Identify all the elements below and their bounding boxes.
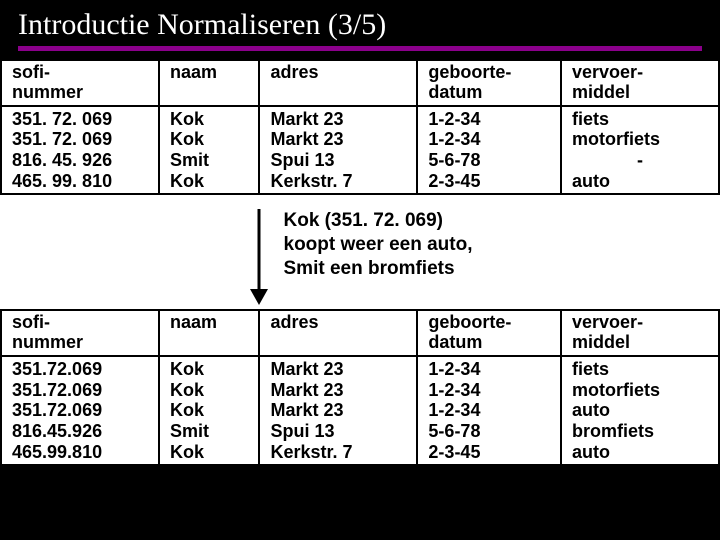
cell-verv: motorfiets [561, 129, 719, 150]
header-sofi-l1: sofi- [12, 62, 50, 82]
cell-adres: Spui 13 [259, 150, 417, 171]
header-sofi-l2: nummer [12, 332, 83, 352]
header-verv-l1: vervoer- [572, 62, 643, 82]
cell-sofi: 351.72.069 [1, 356, 159, 380]
table-before: sofi- nummer naam adres geboorte- datum … [0, 59, 720, 195]
cell-geb: 1-2-34 [417, 400, 561, 421]
table-before-body: 351. 72. 069 Kok Markt 23 1-2-34 fiets 3… [1, 106, 719, 195]
table-row: 465.99.810 Kok Kerkstr. 7 2-3-45 auto [1, 442, 719, 466]
cell-sofi: 351.72.069 [1, 380, 159, 401]
caption-line1: Kok (351. 72. 069) [284, 210, 443, 231]
cell-verv: auto [561, 442, 719, 466]
cell-geb: 2-3-45 [417, 442, 561, 466]
cell-naam: Kok [159, 171, 260, 195]
cell-adres: Spui 13 [259, 421, 417, 442]
cell-verv: bromfiets [561, 421, 719, 442]
table-after-body: 351.72.069 Kok Markt 23 1-2-34 fiets 351… [1, 356, 719, 465]
header-naam: naam [159, 310, 260, 356]
title-area: Introductie Normaliseren (3/5) [0, 0, 720, 46]
cell-verv: auto [561, 171, 719, 195]
cell-verv: auto [561, 400, 719, 421]
cell-adres: Kerkstr. 7 [259, 442, 417, 466]
header-adres: adres [259, 60, 417, 106]
transition-area: Kok (351. 72. 069) koopt weer een auto, … [0, 195, 720, 309]
page-title: Introductie Normaliseren (3/5) [18, 8, 702, 42]
table-row: 351. 72. 069 Kok Markt 23 1-2-34 motorfi… [1, 129, 719, 150]
table-row: 816.45.926 Smit Spui 13 5-6-78 bromfiets [1, 421, 719, 442]
cell-verv: fiets [561, 356, 719, 380]
cell-geb: 2-3-45 [417, 171, 561, 195]
header-sofi: sofi- nummer [1, 60, 159, 106]
cell-sofi: 816. 45. 926 [1, 150, 159, 171]
caption-line3: Smit een bromfiets [284, 258, 455, 279]
cell-naam: Kok [159, 129, 260, 150]
caption-line2: koopt weer een auto, [284, 234, 473, 255]
cell-sofi: 465.99.810 [1, 442, 159, 466]
header-sofi: sofi- nummer [1, 310, 159, 356]
cell-naam: Kok [159, 380, 260, 401]
table-row: 351.72.069 Kok Markt 23 1-2-34 auto [1, 400, 719, 421]
header-verv-l2: middel [572, 332, 630, 352]
title-underline [18, 46, 702, 51]
header-vervoer: vervoer- middel [561, 310, 719, 356]
content-panel: sofi- nummer naam adres geboorte- datum … [0, 59, 720, 466]
header-geb-l1: geboorte- [428, 62, 511, 82]
header-geb-l2: datum [428, 332, 482, 352]
arrow-down-icon [248, 209, 270, 305]
header-verv-l2: middel [572, 82, 630, 102]
header-naam: naam [159, 60, 260, 106]
cell-adres: Kerkstr. 7 [259, 171, 417, 195]
cell-naam: Kok [159, 356, 260, 380]
cell-naam: Smit [159, 150, 260, 171]
cell-geb: 1-2-34 [417, 356, 561, 380]
cell-sofi: 351.72.069 [1, 400, 159, 421]
table-after: sofi- nummer naam adres geboorte- datum … [0, 309, 720, 466]
cell-sofi: 465. 99. 810 [1, 171, 159, 195]
transition-caption: Kok (351. 72. 069) koopt weer een auto, … [284, 203, 473, 280]
table-row: 465. 99. 810 Kok Kerkstr. 7 2-3-45 auto [1, 171, 719, 195]
header-adres: adres [259, 310, 417, 356]
table-row: 351.72.069 Kok Markt 23 1-2-34 fiets [1, 356, 719, 380]
cell-naam: Kok [159, 442, 260, 466]
table-header-row: sofi- nummer naam adres geboorte- datum … [1, 310, 719, 356]
header-vervoer: vervoer- middel [561, 60, 719, 106]
cell-geb: 1-2-34 [417, 129, 561, 150]
cell-verv: fiets [561, 106, 719, 130]
arrow-down [248, 203, 270, 305]
table-row: 816. 45. 926 Smit Spui 13 5-6-78 - [1, 150, 719, 171]
cell-naam: Kok [159, 106, 260, 130]
cell-sofi: 351. 72. 069 [1, 129, 159, 150]
header-geb-l2: datum [428, 82, 482, 102]
header-geboorte: geboorte- datum [417, 60, 561, 106]
cell-adres: Markt 23 [259, 380, 417, 401]
table-header-row: sofi- nummer naam adres geboorte- datum … [1, 60, 719, 106]
cell-adres: Markt 23 [259, 129, 417, 150]
cell-geb: 1-2-34 [417, 380, 561, 401]
cell-sofi: 351. 72. 069 [1, 106, 159, 130]
cell-adres: Markt 23 [259, 400, 417, 421]
cell-naam: Kok [159, 400, 260, 421]
header-sofi-l2: nummer [12, 82, 83, 102]
header-verv-l1: vervoer- [572, 312, 643, 332]
cell-naam: Smit [159, 421, 260, 442]
cell-geb: 5-6-78 [417, 150, 561, 171]
cell-verv: motorfiets [561, 380, 719, 401]
cell-adres: Markt 23 [259, 106, 417, 130]
cell-geb: 1-2-34 [417, 106, 561, 130]
header-sofi-l1: sofi- [12, 312, 50, 332]
header-geb-l1: geboorte- [428, 312, 511, 332]
cell-sofi: 816.45.926 [1, 421, 159, 442]
table-row: 351. 72. 069 Kok Markt 23 1-2-34 fiets [1, 106, 719, 130]
cell-geb: 5-6-78 [417, 421, 561, 442]
cell-adres: Markt 23 [259, 356, 417, 380]
table-row: 351.72.069 Kok Markt 23 1-2-34 motorfiet… [1, 380, 719, 401]
cell-verv: - [561, 150, 719, 171]
header-geboorte: geboorte- datum [417, 310, 561, 356]
